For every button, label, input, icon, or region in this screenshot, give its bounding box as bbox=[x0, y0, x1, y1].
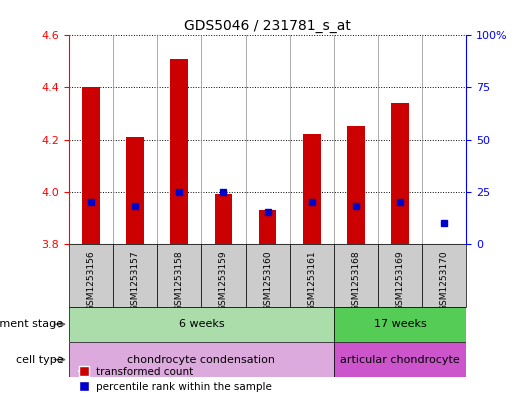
Text: GSM1253158: GSM1253158 bbox=[175, 250, 184, 310]
Bar bbox=[245, 244, 290, 307]
Text: articular chondrocyte: articular chondrocyte bbox=[340, 354, 460, 365]
Bar bbox=[303, 134, 321, 244]
Bar bbox=[391, 103, 409, 244]
Text: 6 weeks: 6 weeks bbox=[179, 319, 224, 329]
Text: GSM1253170: GSM1253170 bbox=[440, 250, 449, 310]
Bar bbox=[334, 244, 378, 307]
Bar bbox=[69, 244, 113, 307]
Text: GSM1253157: GSM1253157 bbox=[131, 250, 139, 310]
Bar bbox=[157, 244, 201, 307]
Text: GSM1253161: GSM1253161 bbox=[307, 250, 316, 310]
Bar bbox=[113, 244, 157, 307]
Text: GSM1253159: GSM1253159 bbox=[219, 250, 228, 310]
Text: GSM1253168: GSM1253168 bbox=[351, 250, 360, 310]
Bar bbox=[69, 307, 334, 342]
Text: GSM1253156: GSM1253156 bbox=[86, 250, 95, 310]
Bar bbox=[334, 307, 466, 342]
Bar bbox=[69, 342, 334, 377]
Bar bbox=[171, 59, 188, 244]
Bar bbox=[215, 194, 232, 244]
Bar bbox=[126, 137, 144, 244]
Bar bbox=[378, 244, 422, 307]
Text: GSM1253169: GSM1253169 bbox=[396, 250, 404, 310]
Bar bbox=[259, 210, 277, 244]
Text: 17 weeks: 17 weeks bbox=[374, 319, 427, 329]
Bar bbox=[347, 127, 365, 244]
Text: GSM1253160: GSM1253160 bbox=[263, 250, 272, 310]
Legend: transformed count, percentile rank within the sample: transformed count, percentile rank withi… bbox=[80, 367, 272, 392]
Bar bbox=[334, 342, 466, 377]
Bar bbox=[82, 87, 100, 244]
Bar bbox=[290, 244, 334, 307]
Title: GDS5046 / 231781_s_at: GDS5046 / 231781_s_at bbox=[184, 19, 351, 33]
Text: chondrocyte condensation: chondrocyte condensation bbox=[127, 354, 276, 365]
Bar bbox=[422, 244, 466, 307]
Bar bbox=[201, 244, 245, 307]
Text: cell type: cell type bbox=[16, 354, 64, 365]
Text: development stage: development stage bbox=[0, 319, 64, 329]
